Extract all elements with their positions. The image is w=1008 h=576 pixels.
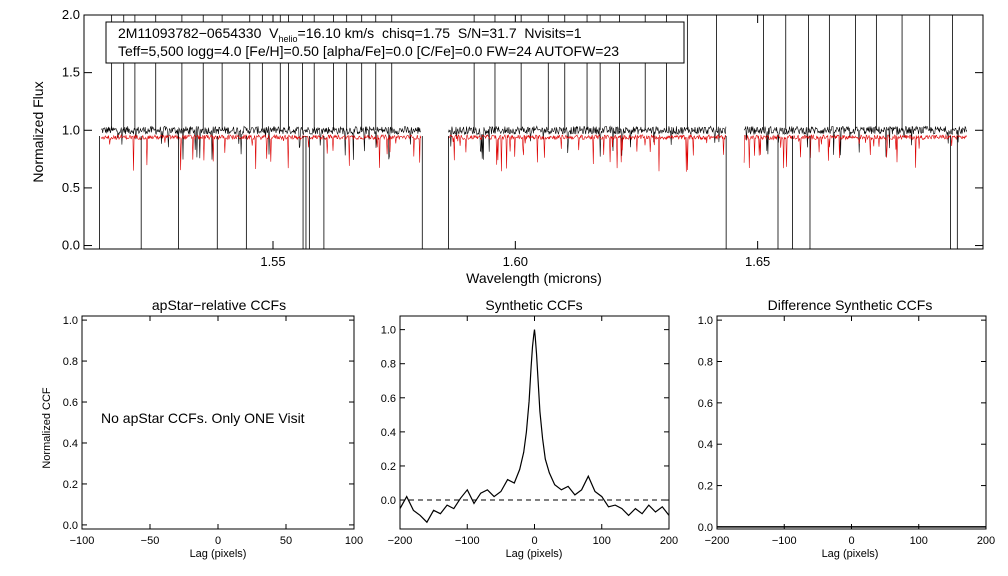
spectrum-xtick-label: 1.60 <box>503 254 528 269</box>
synthetic-ccf-xtick-label: −100 <box>455 535 480 547</box>
apstar-ccf-xlabel: Lag (pixels) <box>190 548 247 560</box>
synthetic-ccf-xtick-label: 200 <box>660 535 678 547</box>
apstar-ccf-xtick-label: 50 <box>280 535 292 547</box>
difference-ccf-ytick-label: 0.8 <box>698 356 713 368</box>
spectrum-ytick-label: 0.0 <box>62 238 80 253</box>
no-ccf-message: No apStar CCFs. Only ONE Visit <box>101 410 305 426</box>
apstar-ccf-ytick-label: 0.2 <box>63 479 78 491</box>
difference-ccf-ytick-label: 0.6 <box>698 398 713 410</box>
synthetic-ccf-line <box>399 329 670 524</box>
difference-ccf-frame <box>716 315 987 530</box>
difference-ccf-xtick-label: 100 <box>910 535 928 547</box>
difference-ccf-ytick-label: 0.0 <box>698 522 713 534</box>
spectrum-panel: 1.55 1.60 1.65 0.0 0.5 1.0 1.5 2.0 Wavelength (… <box>30 7 984 286</box>
apstar-ccf-xtick-label: 100 <box>345 535 363 547</box>
difference-ccf-panel: Difference Synthetic CCFs −200 −100 0 100 20… <box>698 297 995 560</box>
difference-ccf-xtick-label: −100 <box>772 535 797 547</box>
nvisits-value: Nvisits=1 <box>524 25 581 41</box>
apstar-ccf-ticks: −100 −50 0 50 100 0.0 0.2 0.4 0.6 0.8 1.0 <box>63 315 363 547</box>
observed-spectrum-line <box>743 125 968 157</box>
synthetic-ccf-panel: Synthetic CCFs −200 −100 0 100 200 0.0 0.2 0.4 0… <box>381 297 678 560</box>
difference-ccf-xlabel: Lag (pixels) <box>822 548 879 560</box>
apstar-ccf-title: apStar−relative CCFs <box>152 297 286 313</box>
synthetic-ccf-ytick-label: 0.8 <box>381 359 396 371</box>
synthetic-ccf-ytick-label: 0.6 <box>381 393 396 405</box>
chisq-value: chisq=1.75 <box>382 25 450 41</box>
difference-ccf-xtick-label: 0 <box>848 535 854 547</box>
synthetic-ccf-ytick-label: 1.0 <box>381 325 396 337</box>
spectrum-xlabel: Wavelength (microns) <box>466 270 602 286</box>
observed-spectrum-line <box>100 125 421 160</box>
difference-ccf-ticks: −200 −100 0 100 200 0.0 0.2 0.4 0.6 0.8 1.0 <box>698 315 995 547</box>
synthetic-ccf-ytick-label: 0.0 <box>381 495 396 507</box>
spectrum-ytick-label: 1.0 <box>62 122 80 137</box>
synthetic-ccf-xtick-label: 0 <box>531 535 537 547</box>
difference-ccf-ytick-label: 1.0 <box>698 315 713 327</box>
apstar-ccf-ytick-label: 0.0 <box>63 520 78 532</box>
apstar-ccf-xtick-label: −50 <box>141 535 160 547</box>
spectrum-ytick-label: 1.5 <box>62 65 80 80</box>
apstar-ccf-xtick-label: −100 <box>70 535 95 547</box>
vhelio-value: =16.10 km/s <box>298 25 375 41</box>
apstar-ccf-xtick-label: 0 <box>215 535 221 547</box>
spectrum-ytick-label: 2.0 <box>62 7 80 22</box>
spectrum-frame <box>83 14 984 250</box>
synthetic-ccf-ytick-label: 0.4 <box>381 427 396 439</box>
synthetic-ccf-plot-area <box>399 329 670 524</box>
apstar-ccf-ytick-label: 1.0 <box>63 315 78 327</box>
info-line-1: 2M11093782−0654330 Vhelio=16.10 km/s chi… <box>118 25 582 44</box>
synthetic-ccf-title: Synthetic CCFs <box>485 297 582 313</box>
vhelio-letter: V <box>269 25 279 41</box>
difference-ccf-ytick-label: 0.4 <box>698 439 713 451</box>
model-spectrum-line <box>100 133 422 171</box>
spectrum-ylabel: Normalized Flux <box>30 81 46 182</box>
info-box-frame <box>105 21 685 64</box>
synthetic-ccf-ticks: −200 −100 0 100 200 0.0 0.2 0.4 0.6 0.8 1.0 <box>381 316 678 547</box>
difference-ccf-xtick-label: 200 <box>977 535 995 547</box>
difference-ccf-xtick-label: −200 <box>705 535 730 547</box>
spectrum-ytick-label: 0.5 <box>62 180 80 195</box>
info-box: 2M11093782−0654330 Vhelio=16.10 km/s chi… <box>105 21 685 64</box>
synthetic-ccf-xlabel: Lag (pixels) <box>506 548 563 560</box>
synthetic-ccf-ytick-label: 0.2 <box>381 461 396 473</box>
model-spectrum-line <box>448 133 727 172</box>
vhelio-subscript: helio <box>279 34 298 44</box>
synthetic-ccf-frame <box>399 315 670 530</box>
difference-ccf-ytick-label: 0.2 <box>698 481 713 493</box>
synthetic-ccf-xtick-label: −200 <box>388 535 413 547</box>
spectrum-xtick-label: 1.65 <box>745 254 770 269</box>
spectrum-ticks: 1.55 1.60 1.65 0.0 0.5 1.0 1.5 2.0 <box>62 7 983 269</box>
model-spectrum-line <box>743 134 968 169</box>
apstar-ccf-ylabel: Normalized CCF <box>41 387 53 469</box>
difference-ccf-title: Difference Synthetic CCFs <box>768 297 933 313</box>
synthetic-ccf-xtick-label: 100 <box>593 535 611 547</box>
apstar-ccf-ytick-label: 0.4 <box>63 438 78 450</box>
apstar-ccf-ytick-label: 0.8 <box>63 356 78 368</box>
snr-value: S/N=31.7 <box>458 25 517 41</box>
observed-spectrum-line <box>448 125 727 160</box>
apstar-ccf-panel: apStar−relative CCFs −100 −50 0 50 100 0.0 0.2… <box>41 297 363 560</box>
spectrum-xtick-label: 1.55 <box>260 254 285 269</box>
apstar-ccf-ytick-label: 0.6 <box>63 397 78 409</box>
info-line-2: Teff=5,500 logg=4.0 [Fe/H]=0.50 [alpha/F… <box>118 43 619 59</box>
object-id: 2M11093782−0654330 <box>118 25 262 41</box>
